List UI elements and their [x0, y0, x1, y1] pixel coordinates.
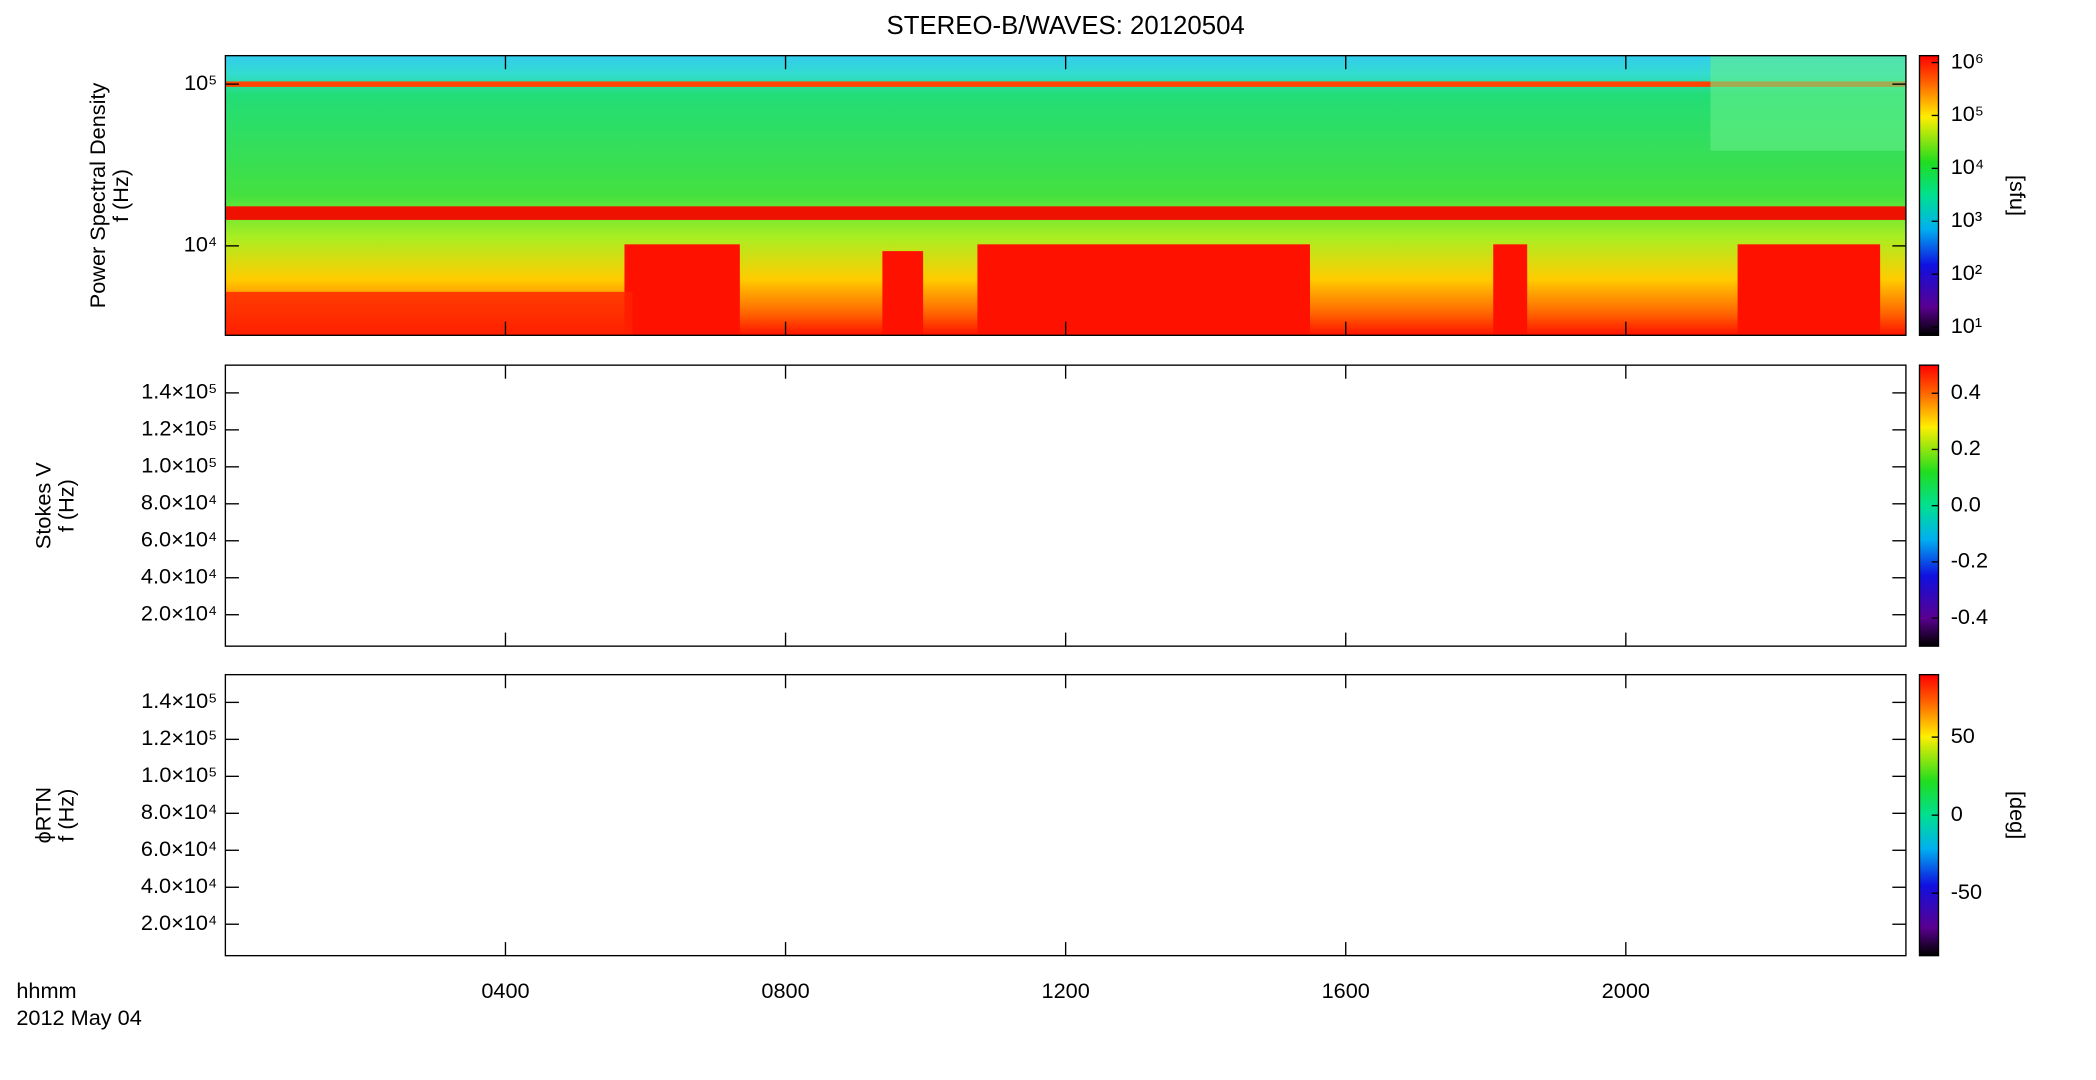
spectrogram-band — [225, 206, 1906, 220]
y-tick-label: 1.2×10⁵ — [141, 416, 217, 441]
spectrogram-patch — [225, 291, 633, 336]
y-tick-label: 10⁴ — [184, 232, 217, 257]
colorbar-tick-label: 0.0 — [1951, 491, 1981, 516]
date-label: 2012 May 04 — [16, 1005, 141, 1030]
colorbar-tick-label: 50 — [1951, 723, 1975, 748]
y-tick-label: 1.0×10⁵ — [141, 453, 217, 478]
y-axis-label: Stokes V — [31, 462, 56, 549]
y-tick-label: 1.0×10⁵ — [141, 762, 217, 787]
y-tick-label: 4.0×10⁴ — [141, 563, 217, 588]
colorbar-tick-label: 10⁴ — [1951, 154, 1984, 179]
x-tick-label: 0400 — [481, 978, 529, 1003]
colorbar-label: [deg] — [2005, 791, 2030, 839]
spectrogram-image — [225, 55, 1906, 336]
colorbar-tick-label: 10⁶ — [1951, 48, 1984, 73]
colorbar-tick-label: 10⁵ — [1951, 101, 1984, 126]
y-tick-label: 10⁵ — [184, 70, 217, 95]
colorbar-tick-label: -0.2 — [1951, 548, 1988, 573]
colorbar-tick-label: 10³ — [1951, 207, 1982, 232]
plot-frame — [224, 364, 1907, 647]
colorbar-tick-label: 0.4 — [1951, 379, 1981, 404]
colorbar-label: [sfu] — [2005, 175, 2030, 216]
y-tick-label: 1.2×10⁵ — [141, 725, 217, 750]
colorbar-tick-label: 0 — [1951, 801, 1963, 826]
y-tick-label: 4.0×10⁴ — [141, 873, 217, 898]
y-axis-label: f (Hz) — [54, 789, 79, 842]
x-tick-label: 2000 — [1602, 978, 1650, 1003]
plot-frame — [224, 673, 1907, 957]
x-axis-label: hhmm — [16, 978, 76, 1003]
x-tick-label: 1600 — [1322, 978, 1370, 1003]
y-tick-label: 1.4×10⁵ — [141, 379, 217, 404]
spectrogram-patch — [1710, 55, 1906, 151]
colorbar-tick-label: -0.4 — [1951, 604, 1988, 629]
y-tick-label: 8.0×10⁴ — [141, 490, 217, 515]
spectrogram-patch — [977, 244, 1310, 336]
y-tick-label: 6.0×10⁴ — [141, 527, 217, 552]
spectrogram-patch — [1737, 244, 1881, 336]
y-tick-label: 1.4×10⁵ — [141, 688, 217, 713]
colorbar-tick-label: 10² — [1951, 260, 1982, 285]
x-tick-label: 1200 — [1042, 978, 1090, 1003]
x-tick-label: 0800 — [761, 978, 809, 1003]
y-tick-label: 2.0×10⁴ — [141, 600, 217, 625]
y-tick-label: 8.0×10⁴ — [141, 799, 217, 824]
spectrogram-patch — [882, 251, 924, 336]
spectrogram-band — [225, 81, 1906, 87]
colorbar — [1918, 54, 1940, 336]
colorbar-tick-label: -50 — [1951, 879, 1982, 904]
spectrogram-patch — [1493, 244, 1528, 336]
y-tick-label: 6.0×10⁴ — [141, 836, 217, 861]
y-tick-label: 2.0×10⁴ — [141, 910, 217, 935]
y-axis-label: ϕRTN — [31, 787, 56, 843]
y-axis-label: Power Spectral Density — [85, 83, 110, 309]
chart-title: STEREO-B/WAVES: 20120504 — [887, 12, 1245, 40]
colorbar-tick-label: 10¹ — [1951, 313, 1982, 338]
y-axis-label: f (Hz) — [54, 479, 79, 532]
spectrogram-patch — [624, 244, 740, 336]
colorbar-tick-label: 0.2 — [1951, 435, 1981, 460]
y-axis-label: f (Hz) — [108, 169, 133, 222]
